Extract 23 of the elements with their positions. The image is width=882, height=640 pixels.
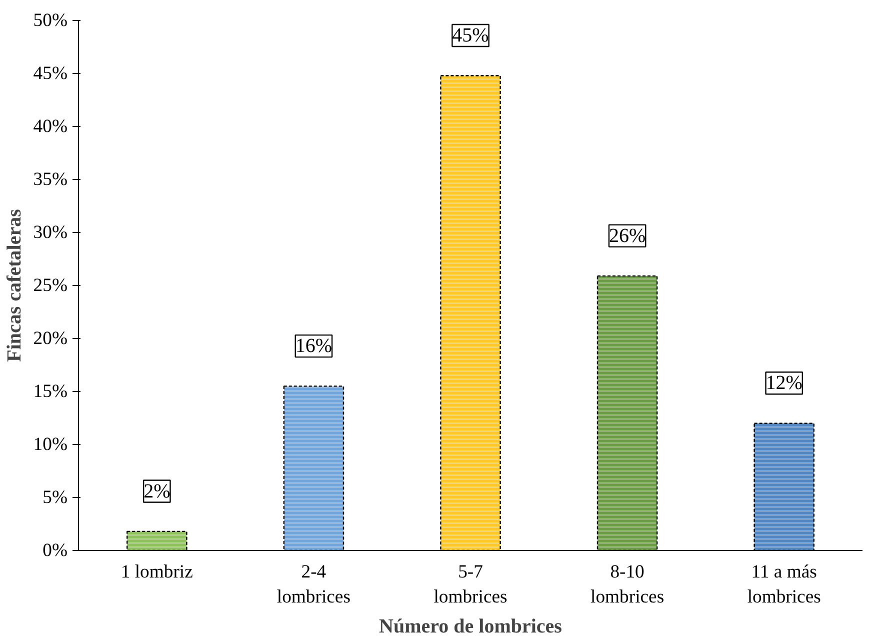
- y-tick-label: 40%: [33, 116, 68, 137]
- x-tick-label: 11 a más lombrices: [747, 562, 821, 608]
- x-tick-label: 2-4 lombrices: [276, 562, 350, 608]
- y-axis-title: Fincas cafetaleras: [3, 208, 26, 362]
- y-tick-label: 0%: [42, 540, 68, 561]
- x-tick-label: 5-7 lombrices: [434, 562, 508, 608]
- y-tick-label: 35%: [33, 169, 68, 190]
- y-tick-label: 50%: [33, 10, 68, 31]
- y-tick-label: 25%: [33, 275, 68, 296]
- x-tick-label: 1 lombriz: [120, 562, 193, 582]
- data-label: 45%: [452, 24, 489, 46]
- y-tick-label: 10%: [33, 434, 68, 455]
- y-tick-label: 20%: [33, 328, 68, 349]
- y-tick-label: 5%: [42, 487, 68, 508]
- y-tick-label: 30%: [33, 222, 68, 243]
- y-tick-label: 15%: [33, 381, 68, 402]
- data-label: 26%: [608, 224, 646, 247]
- x-tick-label: 8-10 lombrices: [590, 562, 664, 608]
- data-label: 16%: [295, 335, 332, 358]
- y-tick-label: 45%: [33, 63, 68, 84]
- x-axis-title: Número de lombrices: [379, 616, 562, 638]
- data-label: 2%: [144, 480, 170, 502]
- data-label: 12%: [766, 372, 802, 394]
